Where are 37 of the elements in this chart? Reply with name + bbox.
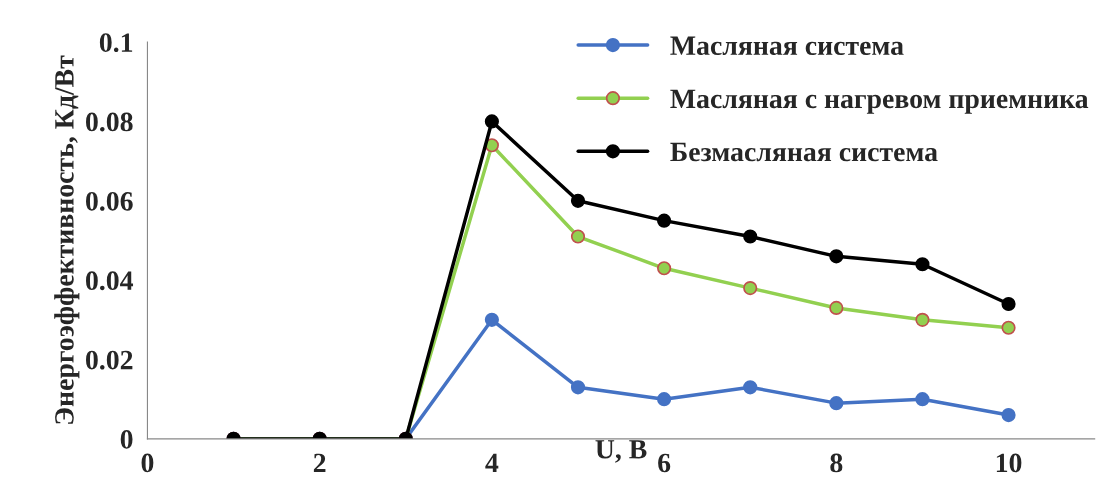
x-tick-label: 4 [485,453,499,473]
point [657,213,672,228]
x-tick-label: 10 [996,453,1022,473]
x-tick-label: 6 [658,453,671,473]
y-tick-label: 0 [120,430,133,449]
point [915,312,930,327]
y-tick-label: 0.04 [86,271,134,291]
point [484,312,499,327]
point [743,281,758,296]
point [1001,320,1016,335]
point [1001,296,1016,312]
x-tick-label: 8 [830,453,843,473]
x-axis-title: U, В [595,440,647,463]
point [570,229,586,244]
y-axis-title: Энергоэффективность, Кд/Вт [54,55,80,424]
y-tick-label: 0.02 [86,350,133,370]
y-tick-label: 0.06 [86,191,133,211]
point [743,380,758,395]
point [743,229,758,244]
x-tick-label: 2 [313,453,326,473]
point [570,193,586,208]
y-tick-label: 0.1 [99,33,133,53]
point [484,114,499,129]
point [657,261,672,276]
point [829,396,844,411]
point [915,257,930,272]
legend-label: Масляная с нагревом приемника [670,89,1089,114]
x-tick-label: 0 [141,453,154,473]
point [915,392,930,407]
point [1001,407,1016,423]
point [570,380,586,395]
y-tick-label: 0.08 [86,112,133,132]
point [829,300,844,316]
legend-label: Безмасляная система [670,142,938,162]
point [829,249,844,264]
legend-label: Масляная система [670,36,904,56]
point [657,392,672,407]
